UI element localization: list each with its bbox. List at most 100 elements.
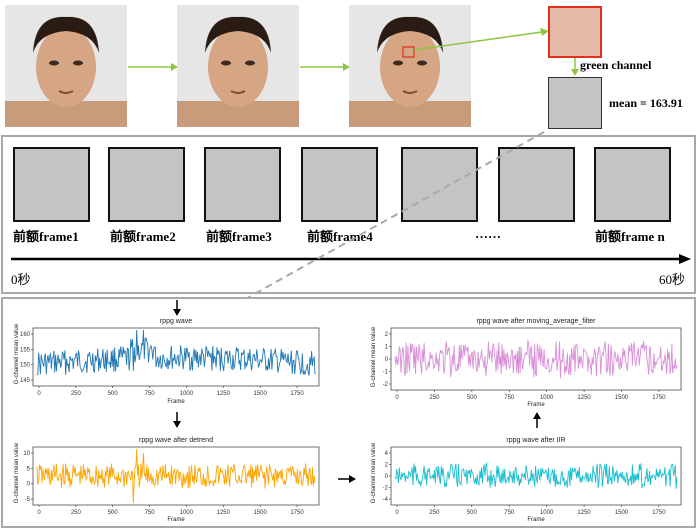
roi-box [402,46,415,58]
frame-label: 前额frame n [595,229,665,244]
x-tick-label: 500 [108,391,119,397]
x-tick-label: 1250 [577,395,591,401]
x-tick-label: 1250 [577,510,591,516]
down-arrow-icon [571,58,579,76]
frame-thumbnail [594,147,671,222]
x-tick-label: 0 [395,395,399,401]
frames-panel: 前额frame1 前额frame2 前额frame3 前额frame4 …… 前… [1,135,696,294]
frame-label: 前额frame3 [206,229,272,244]
x-tick-label: 1500 [615,395,629,401]
green-channel-patch [548,77,602,129]
plot-ylabel: G-channel mean value [371,326,377,388]
x-tick-label: 250 [429,395,440,401]
y-tick-label: 160 [20,332,31,338]
face-roi-panel: green channel mean = 163.91 [0,0,697,133]
time-start-label: 0秒 [11,272,31,287]
y-tick-label: -4 [383,497,389,503]
moving-average-wave-plot: -2 -1 0 1 2 0 250 500 750 1000 1250 1500 1750 [383,327,682,401]
frame-label: 前额frame2 [110,229,176,244]
face-image-3 [349,5,471,127]
frame-thumbnail [401,147,478,222]
x-tick-label: 1250 [217,391,231,397]
plot-ylabel: G-channel mean value [14,323,20,385]
arrow-icon [128,63,178,71]
green-channel-label: green channel [580,58,652,72]
face-image-2 [177,5,299,127]
x-tick-label: 1750 [652,395,666,401]
y-tick-label: 0 [385,474,389,480]
x-tick-label: 750 [145,391,156,397]
plot-xlabel: Frame [167,517,185,523]
x-tick-label: 1500 [253,391,267,397]
y-tick-label: 1 [385,345,389,351]
y-tick-label: 155 [20,347,31,353]
iir-wave-plot: -4 -2 0 2 4 0 250 500 750 1000 1250 1500 1750 [383,446,682,516]
y-tick-label: 150 [20,363,31,369]
y-tick-label: -1 [383,370,389,376]
frame-thumbnail [301,147,378,222]
plot-ylabel: G-channel mean value [371,442,377,504]
plot-title: rppg wave after moving_average_filter [476,318,596,325]
face-image-1 [5,5,127,127]
y-tick-label: 145 [20,378,31,384]
x-tick-label: 1000 [540,510,554,516]
plot-xlabel: Frame [527,517,545,523]
waveform-series [36,448,316,504]
down-arrow-icon [173,300,181,316]
time-end-label: 60秒 [659,272,686,287]
frame-label-ellipsis: …… [475,226,501,241]
plot-title: rppg wave after IIR [506,437,566,444]
x-tick-label: 500 [467,395,478,401]
x-tick-label: 0 [395,510,399,516]
x-tick-label: 1000 [540,395,554,401]
x-tick-label: 500 [108,510,119,516]
roi-zoom-patch [548,6,602,58]
x-tick-label: 1500 [253,510,267,516]
plot-xlabel: Frame [167,399,185,405]
right-arrow-icon [338,475,356,483]
frame-thumbnail [108,147,185,222]
frame-label: 前额frame4 [307,229,373,244]
y-tick-label: 2 [385,332,389,338]
x-tick-label: 0 [37,391,41,397]
arrow-icon [300,63,350,71]
waveform-series [394,462,678,489]
x-tick-label: 1000 [180,391,194,397]
x-tick-label: 1750 [290,391,304,397]
x-tick-label: 250 [429,510,440,516]
frame-thumbnail [204,147,281,222]
waveform-series [394,339,678,379]
detrend-wave-plot: -5 0 5 10 0 250 500 750 1000 1250 1500 1750 [23,446,320,516]
y-tick-label: 4 [385,451,389,457]
y-tick-label: 0 [385,357,389,363]
roi-zoom-arrow-icon [413,28,549,51]
plot-frame [32,327,320,387]
down-arrow-icon [173,412,181,428]
x-tick-label: 250 [71,391,82,397]
plot-xlabel: Frame [527,402,545,408]
y-tick-label: 10 [23,451,30,457]
plot-frame [390,327,682,391]
x-tick-label: 0 [37,510,41,516]
y-tick-label: -2 [383,486,389,492]
frame-thumbnail [498,147,575,222]
y-tick-label: -2 [383,382,389,388]
x-tick-label: 750 [504,395,515,401]
plot-title: rppg wave [159,318,193,325]
timeline-arrow-icon [11,254,691,264]
waveform-series [36,329,316,376]
mean-value-label: mean = 163.91 [609,96,683,110]
x-tick-label: 750 [145,510,156,516]
y-tick-label: 5 [27,466,31,472]
frame-label: 前额frame1 [13,229,79,244]
plot-title: rppg wave after detrend [139,437,213,444]
plot-ylabel: G-channel mean value [14,442,20,504]
x-tick-label: 1750 [652,510,666,516]
x-tick-label: 500 [467,510,478,516]
up-arrow-icon [533,412,541,428]
y-tick-label: 2 [385,463,389,469]
x-tick-label: 1500 [615,510,629,516]
rppg-wave-plot: 145 150 155 160 0 250 500 750 1000 1250 1500 1750 [20,327,320,397]
x-tick-label: 1750 [290,510,304,516]
y-tick-label: 0 [27,482,31,488]
